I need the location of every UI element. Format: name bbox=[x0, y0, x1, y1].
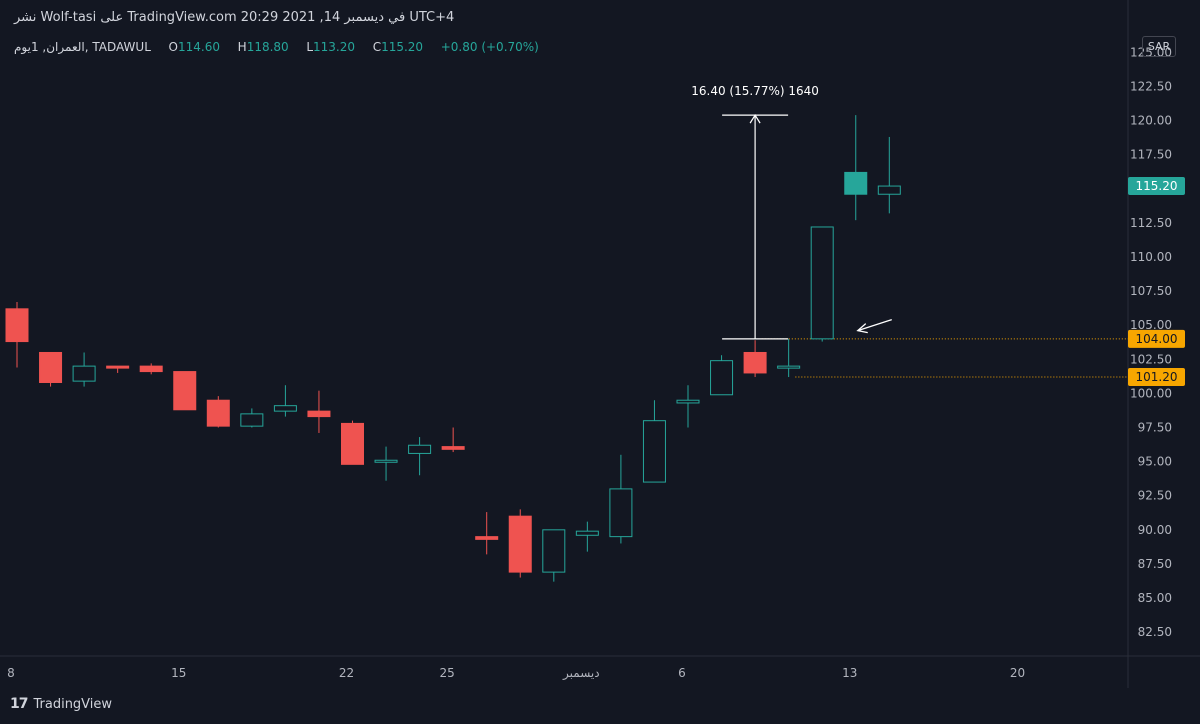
candle-body bbox=[139, 365, 163, 373]
top-bar: نشر Wolf-tasi على TradingView.com 20:29 … bbox=[0, 0, 1200, 36]
x-tick-label: 22 bbox=[339, 666, 354, 680]
y-tick-label: 90.00 bbox=[1138, 523, 1172, 537]
open-value: 114.60 bbox=[178, 40, 220, 54]
y-tick-label: 87.50 bbox=[1138, 557, 1172, 571]
candle-body bbox=[642, 420, 666, 483]
high-value: 118.80 bbox=[246, 40, 289, 54]
change-value: +0.80 (+0.70%) bbox=[440, 40, 539, 54]
low-value: 113.20 bbox=[313, 40, 356, 54]
candle-body bbox=[710, 360, 734, 396]
y-tick-label: 110.00 bbox=[1130, 250, 1172, 264]
x-tick-label: 25 bbox=[440, 666, 455, 680]
candle-body bbox=[844, 171, 868, 195]
candle-body bbox=[743, 351, 767, 374]
tradingview-logo-text: TradingView bbox=[33, 696, 113, 712]
candle-body bbox=[307, 410, 331, 418]
measure-arrow-head bbox=[749, 113, 761, 124]
candle-body bbox=[240, 413, 264, 427]
y-tick-label: 105.00 bbox=[1130, 318, 1172, 332]
y-tick-label: 112.50 bbox=[1130, 216, 1172, 230]
candle-body bbox=[206, 399, 230, 427]
candle-body bbox=[676, 399, 700, 404]
candle-body bbox=[777, 365, 801, 369]
high-label: H bbox=[237, 40, 247, 54]
x-tick-label: 13 bbox=[842, 666, 857, 680]
candle-body bbox=[810, 226, 834, 340]
x-tick-label: 15 bbox=[171, 666, 186, 680]
y-tick-label: 122.50 bbox=[1130, 79, 1172, 93]
candle-body bbox=[273, 405, 297, 412]
candle-body bbox=[173, 371, 197, 411]
candle-body bbox=[542, 529, 566, 573]
y-tick-label: 120.00 bbox=[1130, 114, 1172, 128]
measure-label: 16.40 (15.77%) 1640 bbox=[691, 84, 819, 98]
y-tick-label: 97.50 bbox=[1138, 421, 1172, 435]
price-label-text: 101.20 bbox=[1136, 370, 1178, 384]
symbol-legend: العمران, 1يوم, TADAWUL O114.60 H118.80 L… bbox=[14, 40, 539, 54]
annotation-arrow-head bbox=[856, 323, 868, 334]
candle-body bbox=[408, 444, 432, 454]
published-info: نشر Wolf-tasi على TradingView.com 20:29 … bbox=[14, 10, 455, 25]
y-tick-label: 125.00 bbox=[1130, 45, 1172, 59]
tradingview-logo-icon: 17 bbox=[10, 696, 29, 712]
candle-body bbox=[877, 185, 901, 195]
y-tick-label: 95.00 bbox=[1138, 455, 1172, 469]
candle-body bbox=[72, 365, 96, 382]
price-label-text: 104.00 bbox=[1136, 332, 1178, 346]
candle-body bbox=[609, 488, 633, 538]
candle-body bbox=[508, 515, 532, 573]
y-tick-label: 107.50 bbox=[1130, 284, 1172, 298]
price-label-bg bbox=[1128, 329, 1185, 348]
price-label-bg bbox=[1128, 177, 1185, 196]
x-tick-label: 8 bbox=[7, 666, 15, 680]
candle-body bbox=[374, 459, 398, 463]
candle-body bbox=[5, 308, 29, 343]
candle-body bbox=[575, 530, 599, 536]
y-tick-label: 100.00 bbox=[1130, 386, 1172, 400]
y-tick-label: 82.50 bbox=[1138, 625, 1172, 639]
x-tick-label: ديسمبر bbox=[562, 666, 600, 681]
annotation-arrow-line bbox=[857, 319, 892, 332]
currency-button[interactable]: SAR bbox=[1142, 36, 1176, 57]
candle-body bbox=[39, 351, 63, 383]
candle-body bbox=[106, 365, 130, 369]
low-label: L bbox=[306, 40, 314, 54]
candle-body bbox=[341, 422, 364, 465]
tradingview-logo[interactable]: 17 TradingView bbox=[10, 696, 112, 712]
price-label-text: 115.20 bbox=[1136, 179, 1178, 193]
close-value: 115.20 bbox=[381, 40, 424, 54]
y-tick-label: 92.50 bbox=[1138, 489, 1172, 503]
price-label-bg bbox=[1128, 368, 1185, 387]
bottom-bar bbox=[0, 688, 1200, 724]
y-tick-label: 102.50 bbox=[1130, 352, 1172, 366]
close-label: C bbox=[372, 40, 382, 54]
candle-body bbox=[441, 446, 465, 450]
x-tick-label: 20 bbox=[1010, 666, 1025, 680]
x-tick-label: 6 bbox=[678, 666, 686, 680]
y-tick-label: 85.00 bbox=[1138, 591, 1172, 605]
symbol-name[interactable]: العمران, 1يوم, TADAWUL bbox=[14, 40, 151, 54]
y-tick-label: 117.50 bbox=[1130, 148, 1172, 162]
candle-body bbox=[475, 536, 499, 540]
open-label: O bbox=[168, 40, 178, 54]
